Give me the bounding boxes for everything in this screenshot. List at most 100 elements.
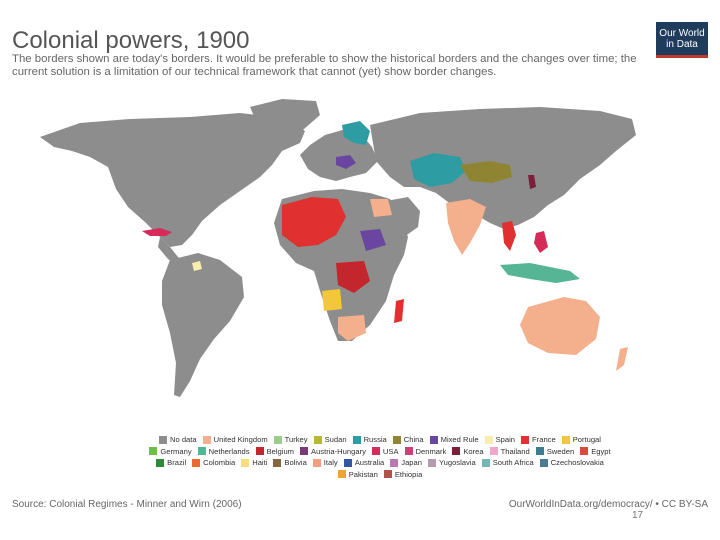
region-madagascar[interactable] (394, 299, 404, 323)
legend-swatch (392, 435, 401, 444)
legend-label: Germany (160, 446, 192, 456)
legend-swatch (539, 458, 548, 467)
legend-item[interactable]: China (392, 435, 424, 445)
legend-item[interactable]: Sweden (535, 446, 575, 456)
chart-subtitle: The borders shown are today's borders. I… (12, 53, 637, 78)
legend-item[interactable]: Sudan (313, 435, 347, 445)
region-australia[interactable] (520, 297, 600, 355)
legend-swatch (561, 435, 570, 444)
legend-label: Turkey (284, 435, 308, 445)
legend-item[interactable]: United Kingdom (202, 435, 268, 445)
legend-swatch (383, 470, 392, 479)
legend-swatch (337, 470, 346, 479)
legend-swatch (159, 435, 167, 444)
legend-label: South Africa (492, 458, 534, 468)
legend-item[interactable]: Russia (352, 435, 387, 445)
owid-logo[interactable]: Our World in Data (656, 22, 708, 58)
region-guianas[interactable] (192, 261, 202, 271)
region-caribbean-usa[interactable] (142, 228, 172, 236)
legend-item[interactable]: Netherlands (197, 446, 250, 456)
region-south-africa[interactable] (338, 315, 366, 341)
legend-item[interactable]: Yugoslavia (427, 458, 476, 467)
region-new-zealand[interactable] (616, 347, 628, 371)
region-dutch-east-indies[interactable] (500, 263, 580, 283)
legend-swatch (273, 458, 282, 467)
legend-item[interactable]: Australia (343, 458, 384, 467)
region-north-america[interactable] (40, 113, 305, 247)
legend-item[interactable]: Bolivia (273, 458, 307, 467)
legend-item[interactable]: Brazil (156, 458, 186, 467)
region-uk-egypt[interactable] (370, 199, 392, 217)
chart-title: Colonial powers, 1900 (12, 27, 250, 54)
legend-label: Sweden (546, 446, 575, 456)
legend-item[interactable]: Germany (149, 446, 192, 456)
legend-label: Sudan (324, 435, 347, 445)
legend-label: USA (382, 446, 399, 456)
legend-swatch (149, 447, 158, 456)
logo-text: Our World in Data (659, 28, 705, 50)
legend-item[interactable]: Japan (390, 458, 422, 467)
legend-label: Russia (363, 435, 387, 445)
region-russia-europe[interactable] (342, 121, 370, 145)
region-greenland[interactable] (250, 99, 320, 137)
region-austria-hungary[interactable] (336, 155, 356, 169)
region-angola-portugal[interactable] (322, 289, 342, 311)
legend-item[interactable]: Korea (452, 447, 484, 456)
legend-label: Netherlands (208, 446, 250, 456)
legend-item[interactable]: No data (159, 435, 197, 444)
region-indochina-france[interactable] (502, 221, 516, 251)
map-legend: No data United Kingdom Turkey Sudan Russia Ch… (100, 434, 660, 480)
legend-label: Spain (495, 435, 516, 445)
legend-item[interactable]: USA (371, 446, 399, 456)
legend-item[interactable]: France (521, 435, 556, 444)
legend-label: Ethiopia (394, 469, 423, 479)
legend-label: United Kingdom (213, 435, 268, 445)
legend-label: No data (170, 435, 197, 445)
region-south-america[interactable] (162, 253, 244, 397)
region-philippines-usa[interactable] (534, 231, 548, 253)
legend-row: Pakistan Ethiopia (100, 469, 660, 481)
legend-label: Egypt (591, 446, 611, 456)
source-url[interactable]: OurWorldInData.org/democracy/ • CC BY-SA (508, 499, 708, 510)
legend-item[interactable]: Pakistan (337, 469, 378, 479)
legend-swatch (255, 447, 264, 456)
legend-swatch (427, 458, 436, 467)
legend-item[interactable]: South Africa (481, 458, 534, 468)
legend-item[interactable]: Egypt (580, 446, 611, 456)
region-belgian-congo[interactable] (336, 261, 370, 293)
legend-item[interactable]: Czechoslovakia (539, 458, 604, 467)
legend-item[interactable]: Haiti (241, 458, 267, 467)
legend-item[interactable]: Austria-Hungary (300, 447, 366, 456)
legend-label: Denmark (415, 446, 447, 456)
legend-item[interactable]: Turkey (273, 435, 308, 445)
region-mongolia-china[interactable] (460, 161, 512, 183)
legend-swatch (371, 447, 380, 456)
legend-row: Brazil Colombia Haiti Bolivia Italy Australia… (100, 457, 660, 469)
legend-item[interactable]: Denmark (404, 446, 447, 456)
legend-swatch (521, 435, 530, 444)
legend-item[interactable]: Thailand (489, 446, 530, 456)
legend-item[interactable]: Italy (312, 458, 338, 468)
legend-item[interactable]: Colombia (192, 458, 235, 467)
legend-swatch (313, 435, 322, 444)
legend-item[interactable]: Belgium (255, 446, 295, 456)
legend-item[interactable]: Spain (484, 435, 516, 445)
legend-item[interactable]: Ethiopia (383, 469, 423, 479)
region-korea[interactable] (528, 175, 536, 189)
legend-swatch (452, 447, 461, 456)
legend-label: China (403, 435, 424, 445)
legend-label: Italy (323, 458, 338, 468)
region-french-africa[interactable] (282, 197, 346, 247)
region-sudan[interactable] (360, 229, 386, 251)
legend-label: Austria-Hungary (311, 446, 366, 456)
legend-label: Pakistan (348, 469, 378, 479)
legend-swatch (156, 458, 165, 467)
legend-swatch (241, 458, 250, 467)
legend-label: Thailand (500, 446, 530, 456)
legend-swatch (489, 447, 498, 456)
region-india[interactable] (446, 199, 486, 255)
legend-item[interactable]: Mixed Rule (429, 435, 479, 444)
legend-label: Belgium (266, 446, 295, 456)
region-russia-central-asia[interactable] (410, 153, 466, 187)
legend-item[interactable]: Portugal (561, 435, 601, 444)
